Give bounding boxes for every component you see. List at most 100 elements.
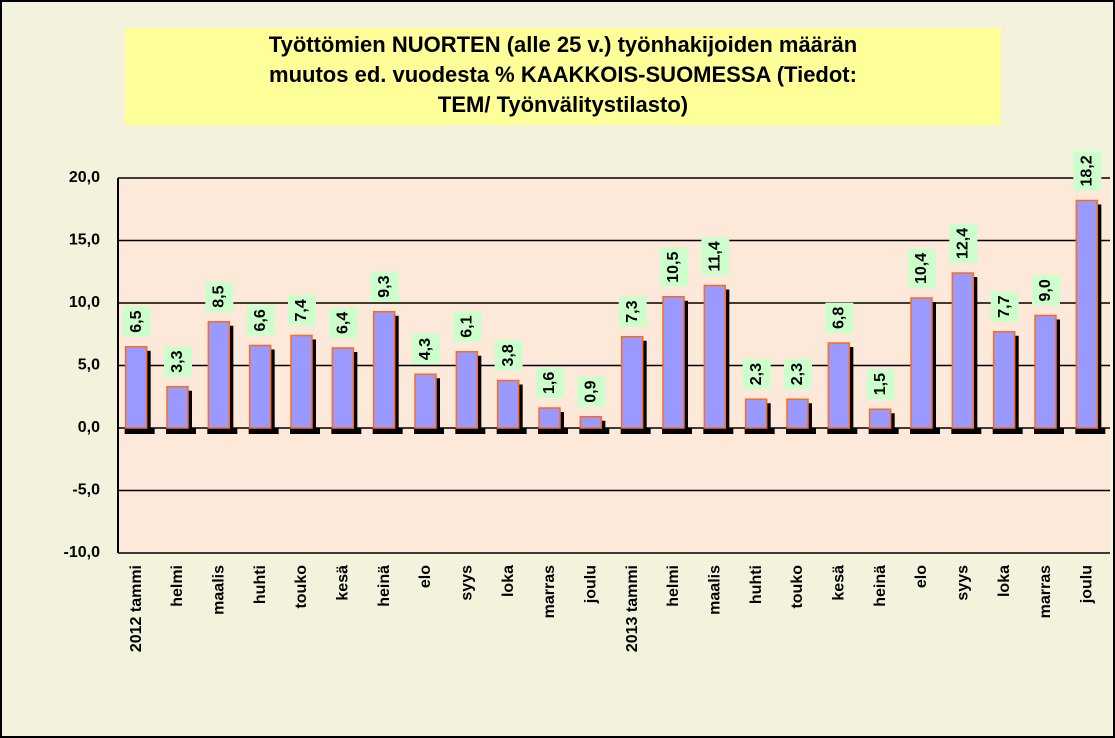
value-label: 2,3 — [784, 359, 812, 390]
bar — [868, 408, 892, 429]
value-label: 6,4 — [329, 307, 358, 338]
x-tick-label: elo — [913, 565, 930, 588]
value-label: 9,3 — [370, 271, 399, 302]
value-label-box — [536, 367, 564, 398]
bar — [951, 272, 975, 429]
value-label-box — [453, 311, 482, 342]
value-label-text: 6,8 — [831, 307, 848, 329]
y-tick-label: 0,0 — [78, 419, 100, 436]
bar — [207, 321, 231, 429]
bar — [455, 351, 479, 429]
x-tick-label: huhti — [252, 565, 269, 604]
value-label: 7,7 — [990, 291, 1019, 322]
bar — [290, 334, 313, 429]
x-tick-label: touko — [293, 565, 310, 609]
value-label: 0,9 — [577, 376, 606, 407]
bar — [744, 398, 768, 429]
value-label: 4,3 — [412, 334, 440, 365]
bar — [1034, 314, 1057, 429]
value-label-box — [122, 306, 151, 337]
value-label-box — [618, 296, 647, 327]
chart-title: muutos ed. vuodesta % KAAKKOIS-SUOMESSA … — [269, 62, 857, 87]
value-label-box — [949, 223, 978, 263]
bar — [579, 416, 603, 429]
x-tick-label: 2012 tammi — [128, 565, 145, 652]
x-tick-label: 2013 tammi — [624, 565, 641, 652]
value-label: 6,8 — [825, 302, 854, 333]
value-label-text: 11,4 — [707, 241, 724, 271]
x-tick-label: kesä — [335, 565, 352, 601]
value-label-box — [329, 307, 358, 338]
value-label: 1,6 — [536, 367, 564, 398]
value-label-box — [784, 359, 812, 390]
value-label-box — [370, 271, 399, 302]
value-label: 7,3 — [618, 296, 647, 327]
bar — [414, 373, 437, 429]
x-tick-label: marras — [1037, 565, 1054, 618]
value-label-box — [205, 281, 234, 312]
value-label-box — [908, 248, 936, 288]
value-label: 3,3 — [164, 346, 192, 377]
x-tick-label: marras — [541, 565, 558, 618]
value-label: 6,5 — [122, 306, 151, 337]
bar — [166, 386, 189, 429]
value-label-text: 3,8 — [500, 344, 517, 366]
chart-title: TEM/ Työnvälitystilasto) — [438, 92, 688, 117]
value-label: 10,5 — [660, 247, 688, 287]
value-label-text: 10,5 — [665, 252, 682, 283]
value-label-box — [1073, 151, 1102, 191]
value-label-text: 4,3 — [417, 338, 434, 360]
value-label-text: 8,5 — [211, 285, 228, 307]
bar — [703, 284, 727, 429]
x-tick-label: huhti — [748, 565, 765, 604]
value-label-box — [494, 340, 523, 371]
value-label: 3,8 — [494, 340, 523, 371]
value-label-box — [246, 305, 275, 336]
y-tick-label: 10,0 — [69, 294, 100, 311]
x-tick-label: syys — [459, 565, 476, 601]
value-label-text: 7,4 — [293, 299, 310, 321]
bar — [538, 407, 561, 429]
value-label: 18,2 — [1073, 151, 1102, 191]
value-label-box — [866, 369, 895, 400]
value-label-box — [577, 376, 606, 407]
bar — [662, 296, 685, 429]
x-tick-label: heinä — [872, 565, 889, 607]
x-tick-label: loka — [996, 565, 1013, 597]
y-tick-label: 20,0 — [69, 169, 100, 186]
value-label-text: 6,6 — [252, 309, 269, 331]
value-label-text: 10,4 — [913, 253, 930, 284]
value-label-box — [701, 237, 730, 276]
bar — [331, 347, 355, 429]
value-label: 10,4 — [908, 248, 936, 288]
value-label: 11,4 — [701, 237, 730, 276]
bar — [620, 336, 644, 429]
y-tick-label: -5,0 — [72, 482, 100, 499]
value-label: 7,4 — [288, 295, 316, 326]
value-label-text: 3,3 — [169, 350, 186, 372]
value-label-text: 18,2 — [1079, 155, 1096, 186]
value-label-text: 2,3 — [789, 363, 806, 385]
value-label-text: 12,4 — [955, 228, 972, 259]
x-tick-label: elo — [417, 565, 434, 588]
y-tick-label: -10,0 — [64, 544, 101, 561]
value-label-text: 1,5 — [872, 373, 889, 395]
value-label-box — [288, 295, 316, 326]
bar — [496, 379, 520, 429]
value-label: 8,5 — [205, 281, 234, 312]
bar — [1075, 199, 1099, 429]
x-tick-label: syys — [955, 565, 972, 601]
bar — [124, 346, 148, 429]
x-tick-label: maalis — [211, 565, 228, 615]
y-tick-label: 5,0 — [78, 357, 100, 374]
value-label-text: 7,7 — [996, 295, 1013, 317]
value-label: 2,3 — [742, 359, 771, 390]
x-tick-label: helmi — [665, 565, 682, 607]
chart-title: Työttömien NUORTEN (alle 25 v.) työnhaki… — [269, 32, 857, 57]
x-tick-label: touko — [789, 565, 806, 609]
value-label-text: 9,0 — [1037, 279, 1054, 301]
bar — [827, 342, 851, 429]
bar — [248, 344, 272, 429]
value-label-text: 2,3 — [748, 363, 765, 385]
